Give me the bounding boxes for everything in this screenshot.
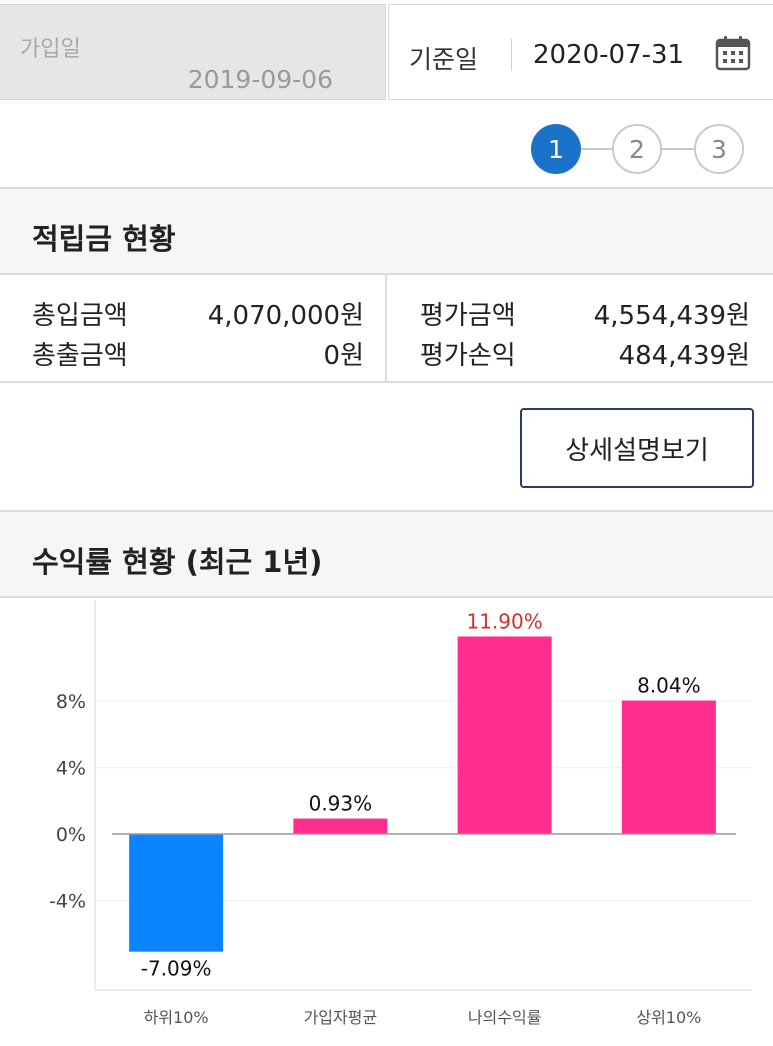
bar	[457, 636, 552, 834]
base-date-label: 기준일	[409, 45, 479, 74]
summary-row: 평가금액 4,554,439원	[420, 295, 750, 331]
step-1[interactable]: 1	[531, 124, 581, 174]
savings-summary: 총입금액 4,070,000원 총출금액 0원 평가금액 4,554,439원 …	[0, 275, 773, 383]
base-date-box[interactable]: 기준일 2020-07-31	[388, 4, 773, 100]
x-category-label: 상위10%	[636, 1008, 701, 1027]
total-withdraw-label: 총출금액	[32, 341, 128, 371]
y-tick-label: -4%	[49, 890, 86, 912]
date-row: 가입일 2019-09-06 기준일 2020-07-31	[0, 0, 773, 101]
bar	[621, 700, 716, 834]
y-tick-label: 8%	[56, 691, 86, 713]
step-3[interactable]: 3	[694, 124, 744, 174]
step-connector	[581, 148, 612, 150]
summary-left: 총입금액 4,070,000원 총출금액 0원	[32, 275, 364, 381]
total-deposit-value: 4,070,000원	[207, 301, 364, 331]
summary-row: 총출금액 0원	[32, 335, 364, 371]
x-category-label: 하위10%	[144, 1008, 209, 1027]
base-date-value[interactable]: 2020-07-31	[533, 40, 685, 70]
returns-header: 수익률 현황 (최근 1년)	[0, 510, 773, 598]
bar-value-label: 8.04%	[637, 674, 701, 698]
summary-right: 평가금액 4,554,439원 평가손익 484,439원	[420, 275, 750, 381]
summary-row: 평가손익 484,439원	[420, 335, 750, 371]
calendar-icon[interactable]	[715, 35, 751, 71]
step-2[interactable]: 2	[612, 124, 662, 174]
join-date-box: 가입일 2019-09-06	[0, 4, 386, 100]
detail-button[interactable]: 상세설명보기	[520, 408, 754, 488]
bar-value-label: -7.09%	[141, 957, 212, 981]
bar-value-label: 0.93%	[309, 792, 373, 816]
y-tick-label: 4%	[56, 758, 86, 780]
summary-row: 총입금액 4,070,000원	[32, 295, 364, 331]
step-indicator: 1 2 3	[531, 124, 751, 174]
base-date-separator	[511, 39, 512, 71]
bar	[129, 834, 224, 952]
savings-title: 적립금 현황	[32, 222, 176, 256]
returns-chart: 8% 4% 0% -4% -7.09% 하위10% 0.93% 가입자평균 11.90% 나의수익…	[0, 600, 773, 1046]
join-date-label: 가입일	[20, 37, 81, 62]
total-deposit-label: 총입금액	[32, 301, 128, 331]
returns-title: 수익률 현황 (최근 1년)	[32, 545, 323, 579]
total-withdraw-value: 0원	[323, 341, 364, 371]
step-connector	[662, 148, 694, 150]
savings-header: 적립금 현황	[0, 187, 773, 275]
x-category-label: 나의수익률	[468, 1008, 542, 1027]
eval-amount-value: 4,554,439원	[593, 301, 750, 331]
bar	[293, 818, 388, 834]
join-date-value: 2019-09-06	[187, 65, 333, 94]
eval-amount-label: 평가금액	[420, 301, 516, 331]
y-tick-label: 0%	[56, 824, 86, 846]
bar-value-label: 11.90%	[466, 609, 542, 633]
returns-chart-svg: 8% 4% 0% -4% -7.09% 하위10% 0.93% 가입자평균 11.90% 나의수익…	[49, 600, 752, 1027]
eval-profit-value: 484,439원	[618, 341, 750, 371]
eval-profit-label: 평가손익	[420, 341, 516, 371]
summary-divider	[385, 275, 387, 381]
x-category-label: 가입자평균	[304, 1008, 378, 1027]
